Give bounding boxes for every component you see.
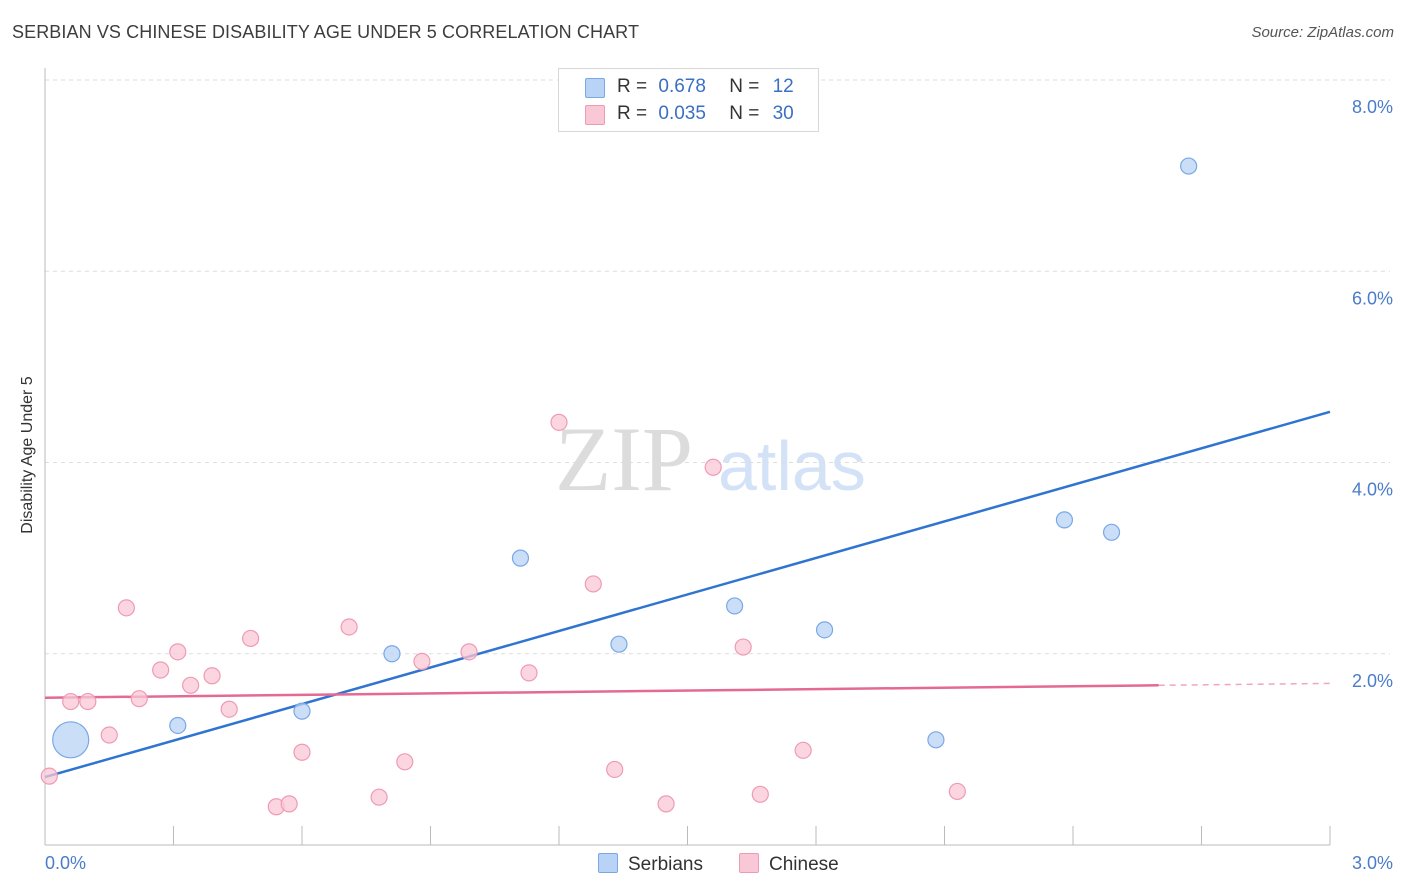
y-tick-label: 8.0% (1352, 97, 1393, 117)
watermark-atlas: atlas (718, 427, 866, 505)
legend-n-value-chinese: 30 (772, 103, 794, 124)
chart-title: SERBIAN VS CHINESE DISABILITY AGE UNDER … (12, 22, 640, 42)
bottom-legend-chinese: Chinese (739, 853, 839, 876)
point-chinese (117, 599, 135, 617)
point-serbians (169, 716, 187, 735)
source-label: Source: ZipAtlas.com (1251, 24, 1394, 41)
point-serbians (1180, 157, 1198, 175)
y-tick-label: 6.0% (1352, 288, 1393, 308)
bottom-legend-label-serbians: Serbians (628, 854, 703, 875)
legend-n-label: N = (729, 103, 760, 124)
point-chinese (520, 664, 538, 682)
watermark: ZIP atlas (555, 408, 866, 510)
point-chinese (584, 575, 602, 593)
legend-n-label: N = (729, 76, 760, 97)
point-chinese (550, 413, 568, 431)
point-chinese (62, 692, 80, 711)
point-chinese (396, 753, 414, 771)
point-chinese (169, 643, 187, 661)
bottom-legend-swatch-serbians (598, 853, 618, 873)
point-serbians (1055, 511, 1074, 529)
point-chinese (203, 667, 221, 685)
point-chinese (413, 652, 431, 671)
point-serbians (1102, 523, 1121, 541)
point-chinese (152, 661, 170, 679)
legend-r-value-serbians: 0.678 (658, 76, 706, 97)
y-tick-label: 4.0% (1352, 480, 1393, 500)
point-serbians (927, 731, 945, 749)
point-chinese (370, 788, 388, 806)
point-chinese (948, 782, 966, 801)
point-chinese (280, 795, 298, 813)
point-chinese (242, 629, 260, 648)
trendline-serbians (44, 410, 1331, 779)
legend-r-label: R = (617, 103, 648, 124)
trendline-extension-chinese (1158, 682, 1331, 687)
trendline-chinese (44, 684, 1159, 699)
point-chinese (704, 458, 722, 476)
point-chinese (40, 767, 58, 785)
point-chinese (734, 638, 752, 656)
legend-swatch-chinese (585, 105, 605, 125)
point-chinese (130, 690, 148, 708)
bottom-legend-swatch-chinese (739, 853, 759, 873)
point-chinese (220, 700, 238, 718)
point-chinese (293, 743, 311, 761)
point-serbians (815, 621, 834, 639)
point-chinese (657, 795, 675, 813)
watermark-zip: ZIP (555, 408, 693, 510)
bottom-legend-label-chinese: Chinese (769, 854, 839, 875)
legend-r-label: R = (617, 76, 648, 97)
point-chinese (751, 785, 769, 803)
legend-swatch-serbians (585, 78, 605, 98)
point-chinese (794, 741, 812, 759)
bottom-legend-serbians: Serbians (598, 853, 703, 876)
point-serbians (610, 635, 628, 653)
point-chinese (100, 726, 118, 744)
y-tick-label: 2.0% (1352, 671, 1393, 691)
point-chinese (182, 676, 200, 694)
legend-n-value-serbians: 12 (772, 76, 794, 97)
point-chinese (460, 643, 478, 661)
point-chinese (340, 618, 358, 636)
point-chinese (79, 692, 97, 711)
point-serbians (52, 721, 90, 759)
point-serbians (383, 645, 401, 663)
point-serbians (293, 702, 311, 720)
point-serbians (511, 549, 530, 567)
x-tick-label: 0.0% (45, 853, 86, 873)
point-serbians (726, 597, 744, 615)
x-tick-label: 3.0% (1352, 853, 1393, 873)
stats-legend: R = 0.678 N = 12 R = 0.035 N = 30 (558, 68, 819, 132)
legend-r-value-chinese: 0.035 (658, 103, 706, 124)
point-chinese (606, 760, 624, 779)
